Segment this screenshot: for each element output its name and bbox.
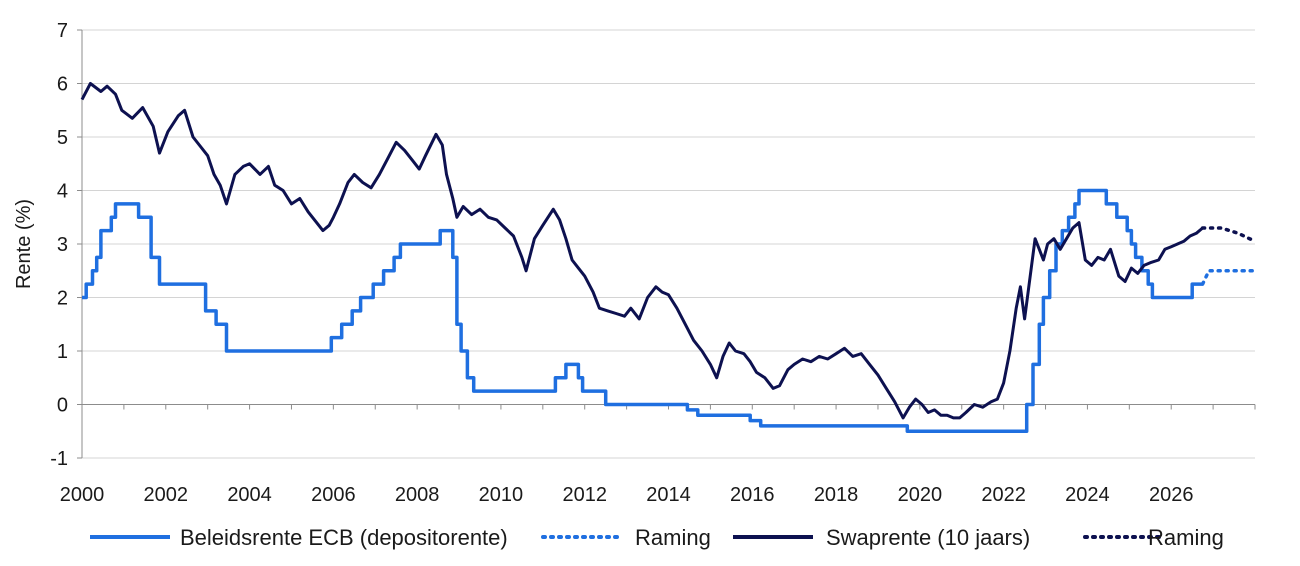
- x-tick-label: 2016: [730, 484, 775, 506]
- y-tick-label: 1: [57, 341, 68, 363]
- x-tick-label: 2020: [898, 484, 943, 506]
- series-line-swap-rate: [80, 82, 1204, 420]
- x-tick-label: 2006: [311, 484, 356, 506]
- x-tick-label: 2022: [981, 484, 1026, 506]
- y-tick-label: 4: [57, 181, 68, 203]
- legend-label: Swaprente (10 jaars): [826, 525, 1030, 550]
- gridlines: [82, 29, 1255, 459]
- legend: Beleidsrente ECB (depositorente) Raming Sw…: [90, 525, 1224, 550]
- y-tick-label: 7: [57, 20, 68, 42]
- x-tick-label: 2024: [1065, 484, 1110, 506]
- series-line-ecb-rate: [82, 188, 1203, 434]
- x-tick-label: 2008: [395, 484, 440, 506]
- y-tick-label: 0: [57, 395, 68, 417]
- y-tick-label: 5: [57, 127, 68, 149]
- y-tick-label: 6: [57, 74, 68, 96]
- series-layer: [80, 82, 1257, 434]
- y-tick-label: 3: [57, 234, 68, 256]
- y-tick-label: -1: [50, 448, 68, 470]
- x-tick-label: 2014: [646, 484, 691, 506]
- x-tick-label: 2000: [60, 484, 105, 506]
- legend-label: Beleidsrente ECB (depositorente): [180, 525, 508, 550]
- x-tick-label: 2012: [562, 484, 607, 506]
- y-tick-labels: -1 0 1 2 3 4 5 6 7: [50, 20, 68, 470]
- x-tick-label: 2004: [227, 484, 272, 506]
- x-tick-labels: 2000 2002 2004 2006 2008 2010 2012 2014 2016 2018…: [60, 484, 1194, 506]
- series-line-ecb-forecast: [1200, 269, 1257, 286]
- y-axis-title: Rente (%): [13, 199, 35, 289]
- series-line-swap-forecast: [1200, 226, 1257, 244]
- x-tick-label: 2010: [479, 484, 524, 506]
- y-tick-label: 2: [57, 288, 68, 310]
- x-tick-label: 2002: [144, 484, 189, 506]
- x-tick-label: 2026: [1149, 484, 1194, 506]
- legend-label: Raming: [635, 525, 711, 550]
- legend-label: Raming: [1148, 525, 1224, 550]
- x-tick-label: 2018: [814, 484, 859, 506]
